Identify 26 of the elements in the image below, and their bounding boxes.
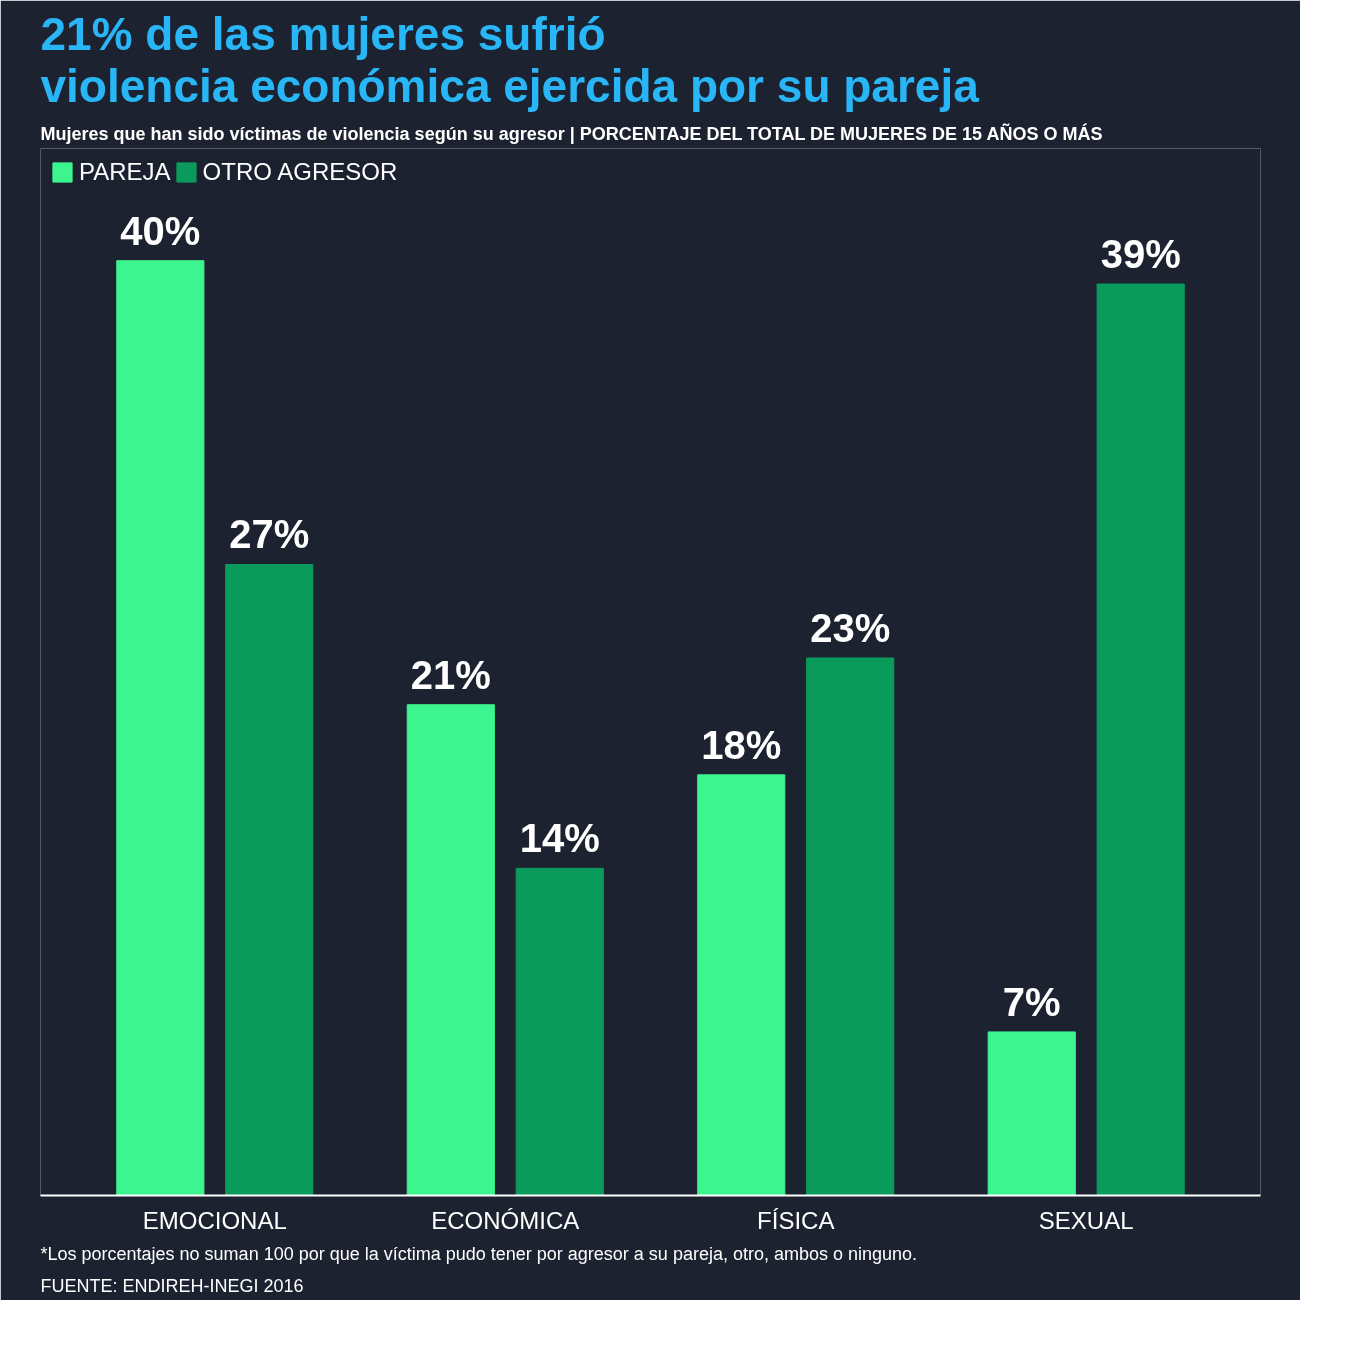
data-label: 27% [229, 512, 310, 557]
x-tick-label: FÍSICA [757, 1206, 835, 1234]
bar [515, 867, 604, 1196]
chart-title: 21% de las mujeres sufrió violencia económica ejercida por su pareja [40, 7, 980, 112]
data-label: 18% [701, 722, 782, 767]
bar [116, 260, 205, 1196]
bar [1096, 283, 1185, 1196]
source-note: FUENTE: ENDIREH-INEGI 2016 [40, 1275, 304, 1296]
text: *Los porcentajes no suman 100 por que la víctima pudo tener por agresor a su pareja, otro, ambos o ninguno. [40, 1243, 918, 1264]
bar [225, 564, 314, 1196]
bar [806, 657, 895, 1196]
bar [987, 1031, 1076, 1196]
bar [697, 774, 786, 1196]
data-label: 40% [120, 208, 201, 253]
x-tick-label: SEXUAL [1038, 1206, 1134, 1234]
bar [406, 704, 495, 1196]
data-label: 39% [1100, 232, 1181, 277]
legend-label: PAREJA [79, 158, 171, 186]
data-label: 7% [1002, 979, 1061, 1024]
data-label: 14% [519, 816, 600, 861]
x-tick-label: ECONÓMICA [431, 1206, 580, 1234]
chart-subtitle: Mujeres que han sido víctimas de violencia según su agresor | PORCENTAJE DEL TOTAL DE MUJERES DE 15 AÑOS O MÁS [40, 122, 1103, 144]
legend-label: OTRO AGRESOR [202, 158, 398, 186]
x-tick-label: EMOCIONAL [142, 1206, 287, 1234]
data-label: 23% [810, 605, 891, 650]
data-label: 21% [410, 652, 491, 697]
